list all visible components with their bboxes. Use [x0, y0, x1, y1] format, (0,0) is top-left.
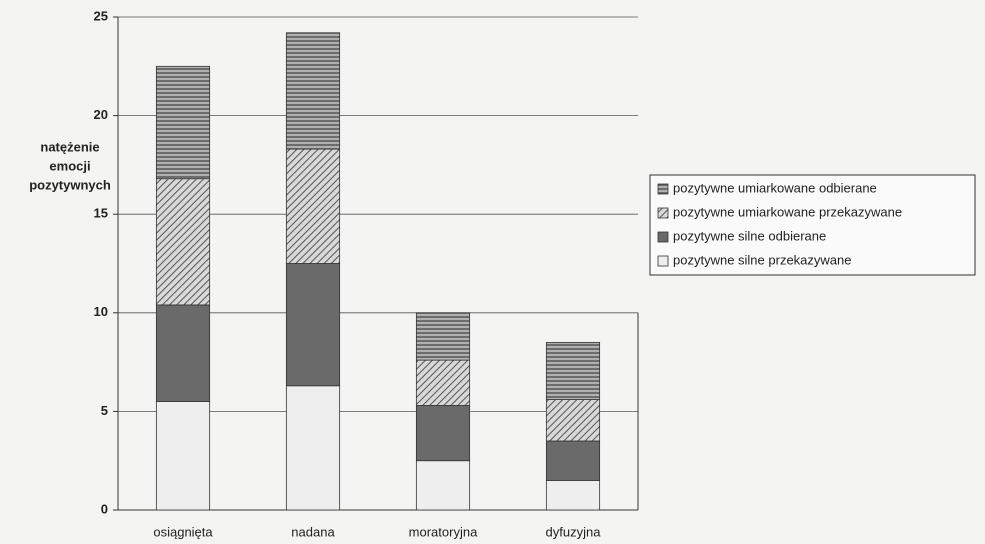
legend-label: pozytywne silne przekazywane — [673, 252, 851, 267]
bar-segment — [155, 304, 211, 402]
bar-segment — [545, 440, 601, 481]
legend-swatch — [657, 183, 669, 195]
legend-swatch — [657, 231, 669, 243]
y-tick-label: 20 — [94, 107, 108, 122]
bar-segment — [415, 460, 471, 511]
bar-segment — [415, 405, 471, 462]
x-tick-label: dyfuzyjna — [546, 524, 602, 539]
legend-label: pozytywne umiarkowane odbierane — [673, 180, 877, 195]
x-tick-label: nadana — [291, 524, 335, 539]
legend-label: pozytywne umiarkowane przekazywane — [673, 204, 902, 219]
bar-segment — [155, 178, 211, 306]
bar-segment — [285, 32, 341, 150]
legend-swatch — [657, 255, 669, 267]
x-tick-label: moratoryjna — [409, 524, 478, 539]
bar-segment — [285, 385, 341, 511]
x-tick-label: osiągnięta — [153, 524, 213, 539]
bar-segment — [285, 148, 341, 264]
y-tick-label: 15 — [94, 206, 108, 221]
y-tick-label: 5 — [101, 403, 108, 418]
y-tick-label: 10 — [94, 304, 108, 319]
bar-segment — [415, 312, 471, 361]
bar-segment — [545, 341, 601, 400]
y-axis-label: emocji — [49, 158, 90, 173]
bar-segment — [415, 359, 471, 406]
bar-segment — [285, 263, 341, 387]
y-tick-label: 25 — [94, 8, 108, 23]
legend-label: pozytywne silne odbierane — [673, 228, 826, 243]
bar-segment — [155, 401, 211, 511]
bar-segment — [545, 399, 601, 442]
y-tick-label: 0 — [101, 501, 108, 516]
bar-segment — [155, 65, 211, 180]
legend-swatch — [657, 207, 669, 219]
legend-box — [649, 174, 976, 276]
y-axis-label: natężenie — [40, 139, 99, 154]
bar-segment — [545, 480, 601, 511]
y-axis-label: pozytywnych — [29, 177, 111, 192]
